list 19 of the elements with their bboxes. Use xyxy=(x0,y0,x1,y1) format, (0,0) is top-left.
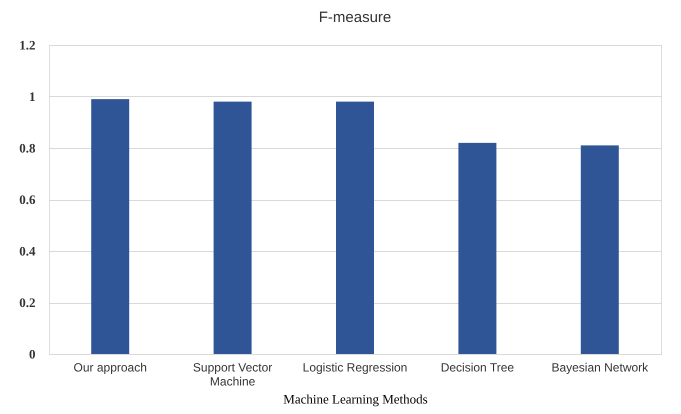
y-tick-label: 0.2 xyxy=(19,295,36,310)
y-tick-label: 1.2 xyxy=(19,38,36,52)
x-axis-title: Machine Learning Methods xyxy=(283,392,428,406)
x-tick-label: Logistic Regression xyxy=(302,360,408,374)
y-tick-label: 1 xyxy=(29,89,36,104)
y-tick-label: 0.8 xyxy=(19,140,36,156)
x-tick-label: Decision Tree xyxy=(440,360,514,374)
chart-title: F-measure xyxy=(318,9,392,26)
bar xyxy=(580,145,619,354)
bar xyxy=(458,142,496,354)
x-tick-label: Bayesian Network xyxy=(551,360,650,374)
bar xyxy=(336,102,374,354)
bar xyxy=(214,102,252,354)
x-tick-label: Our approach xyxy=(74,360,147,374)
x-tick-label: Support Vector Machine xyxy=(192,360,272,388)
bar xyxy=(91,99,130,354)
y-tick-label: 0.4 xyxy=(19,244,36,258)
y-tick-label: 0.6 xyxy=(19,192,36,207)
y-tick-label: 0 xyxy=(29,346,36,362)
